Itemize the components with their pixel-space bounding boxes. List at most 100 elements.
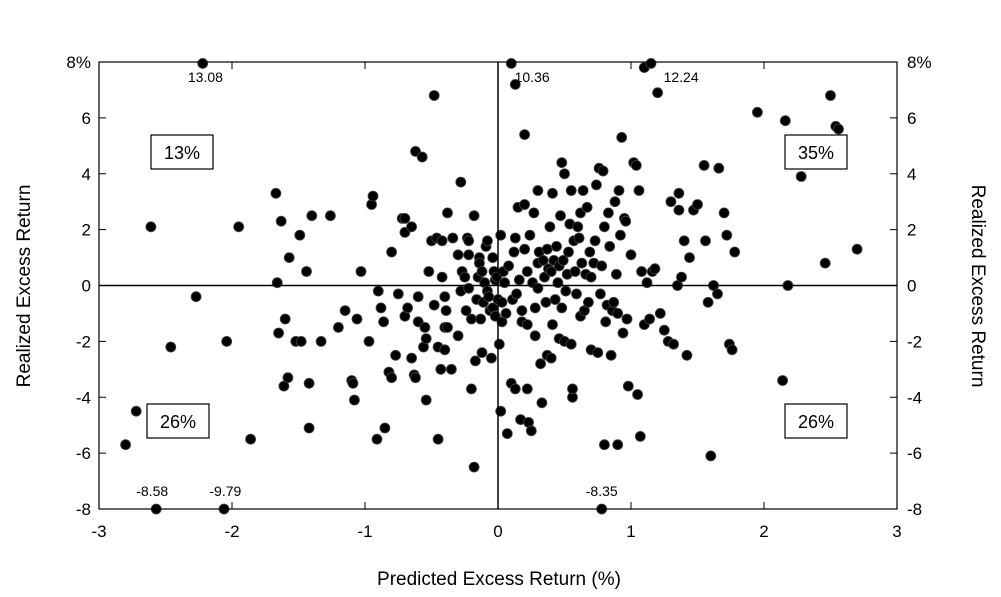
data-point [521, 266, 533, 277]
y-tick-label-right: -6 [907, 444, 922, 463]
data-point [442, 207, 453, 219]
data-point [275, 215, 287, 227]
data-point [541, 243, 553, 255]
data-point [536, 397, 548, 409]
data-point [617, 327, 629, 339]
data-point [130, 405, 142, 417]
data-point [676, 271, 687, 283]
data-point [595, 288, 606, 300]
data-point [500, 307, 512, 319]
data-point [406, 352, 418, 364]
data-point [347, 377, 359, 389]
data-point [592, 347, 604, 359]
y-tick-label-left: 4 [82, 165, 91, 184]
data-point [468, 210, 480, 222]
data-point [416, 151, 428, 163]
data-point [324, 210, 336, 222]
x-tick-label: 0 [493, 522, 502, 541]
data-point [348, 394, 360, 406]
data-point [559, 168, 570, 180]
data-point [511, 288, 522, 300]
data-point [535, 358, 546, 370]
y-tick-label-left: -4 [76, 388, 91, 407]
data-point [476, 347, 488, 359]
y-tick-label-left: 2 [82, 221, 91, 240]
data-point [303, 377, 315, 389]
data-point [555, 210, 566, 222]
data-point [412, 291, 424, 303]
data-point [532, 185, 544, 196]
data-point [565, 338, 577, 350]
data-point [633, 185, 645, 196]
data-point [279, 313, 291, 325]
data-point [636, 266, 647, 277]
x-tick-label: 2 [759, 522, 768, 541]
data-point [505, 58, 517, 69]
data-point [622, 380, 634, 392]
y-tick-label-right: -4 [907, 388, 922, 407]
outlier-label: 10.36 [515, 69, 550, 85]
data-point [630, 159, 642, 171]
data-point [282, 372, 294, 384]
x-tick-label: -1 [357, 522, 372, 541]
data-point [665, 196, 677, 208]
data-point [549, 294, 561, 305]
outlier-label: -9.79 [209, 483, 241, 499]
data-point [233, 221, 245, 233]
data-point [197, 58, 209, 69]
data-point [616, 131, 628, 143]
data-point [468, 461, 480, 473]
data-point [509, 232, 521, 244]
quadrant-box-bottom-right [784, 403, 848, 439]
data-point [563, 246, 574, 258]
data-point [355, 266, 367, 277]
data-point [620, 215, 632, 227]
data-point [483, 291, 495, 303]
data-point [597, 165, 609, 177]
y-tick-label-right: 4 [907, 165, 916, 184]
data-point [577, 185, 589, 196]
data-point [294, 229, 306, 241]
data-point [684, 252, 695, 264]
data-point [463, 235, 475, 247]
data-point [540, 296, 552, 308]
data-point [503, 260, 515, 272]
y-tick-label-right: 6 [907, 109, 916, 128]
data-point [440, 305, 452, 317]
data-point [378, 316, 390, 328]
data-point [547, 319, 558, 331]
data-point [452, 330, 464, 342]
data-point [420, 394, 432, 406]
x-tick-label: 1 [626, 522, 635, 541]
data-point [599, 439, 610, 451]
y-axis-title-right: Realized Excess Return [967, 185, 988, 388]
data-point [379, 422, 391, 434]
points-layer [120, 58, 863, 515]
data-point [419, 321, 431, 333]
data-point [442, 321, 453, 333]
data-point [644, 313, 655, 325]
data-point [604, 240, 616, 252]
data-point [475, 313, 487, 325]
y-tick-label-right: 2 [907, 221, 916, 240]
data-point [654, 307, 666, 319]
quadrant-box-bottom-left [146, 403, 210, 439]
data-point [581, 201, 593, 213]
labels-layer: 13% 35% 26% 26% 13.08 10.36 12.24 -8.58 -9.79 -8.… [136, 69, 848, 499]
data-point [673, 204, 685, 216]
data-point [303, 422, 315, 434]
data-point [452, 249, 464, 261]
data-point [524, 229, 536, 241]
data-point [596, 260, 608, 272]
data-point [485, 352, 497, 364]
data-point [613, 185, 625, 196]
data-point [435, 363, 447, 375]
data-point [501, 428, 513, 440]
data-point [603, 207, 614, 219]
data-point [560, 285, 572, 297]
data-point [392, 288, 404, 300]
data-point [599, 221, 610, 233]
data-point [295, 335, 307, 347]
data-point [726, 344, 738, 356]
data-point [583, 296, 594, 308]
